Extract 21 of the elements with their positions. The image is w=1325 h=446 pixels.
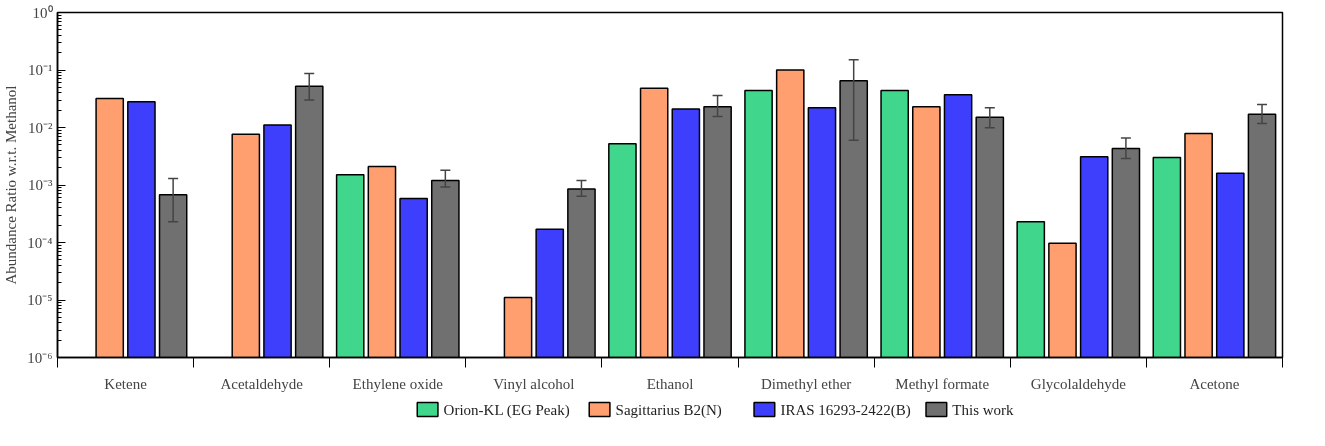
x-tick-label: Ethylene oxide xyxy=(352,375,444,392)
x-tick-label: Dimethyl ether xyxy=(760,375,852,392)
y-tick-label: 10⁻² xyxy=(28,119,53,136)
y-tick-label: 10⁻⁶ xyxy=(27,349,53,366)
y-tick-label: 10⁻⁵ xyxy=(27,292,53,308)
x-tick-label: Acetone xyxy=(1189,375,1240,392)
x-tick-label: Glycolaldehyde xyxy=(1030,375,1127,392)
y-tick-label: 10⁻¹ xyxy=(28,62,53,78)
x-tick-label: Methyl formate xyxy=(895,375,990,392)
y-tick-label: 10⁻⁴ xyxy=(27,234,53,251)
y-axis-title: Abundance Ratio w.r.t. Methanol xyxy=(3,85,20,285)
x-tick-label: Ethanol xyxy=(646,375,694,392)
legend-label: Orion-KL (EG Peak) xyxy=(443,401,570,419)
x-tick-label: Acetaldehyde xyxy=(220,375,304,392)
x-tick-label: Vinyl alcohol xyxy=(493,375,575,392)
legend-label: Sagittarius B2(N) xyxy=(615,401,722,419)
y-tick-label: 10⁰ xyxy=(32,4,53,21)
y-tick-label: 10⁻³ xyxy=(28,177,53,193)
legend-label: IRAS 16293-2422(B) xyxy=(780,401,911,419)
legend-label: This work xyxy=(952,401,1015,418)
x-tick-label: Ketene xyxy=(104,375,148,392)
